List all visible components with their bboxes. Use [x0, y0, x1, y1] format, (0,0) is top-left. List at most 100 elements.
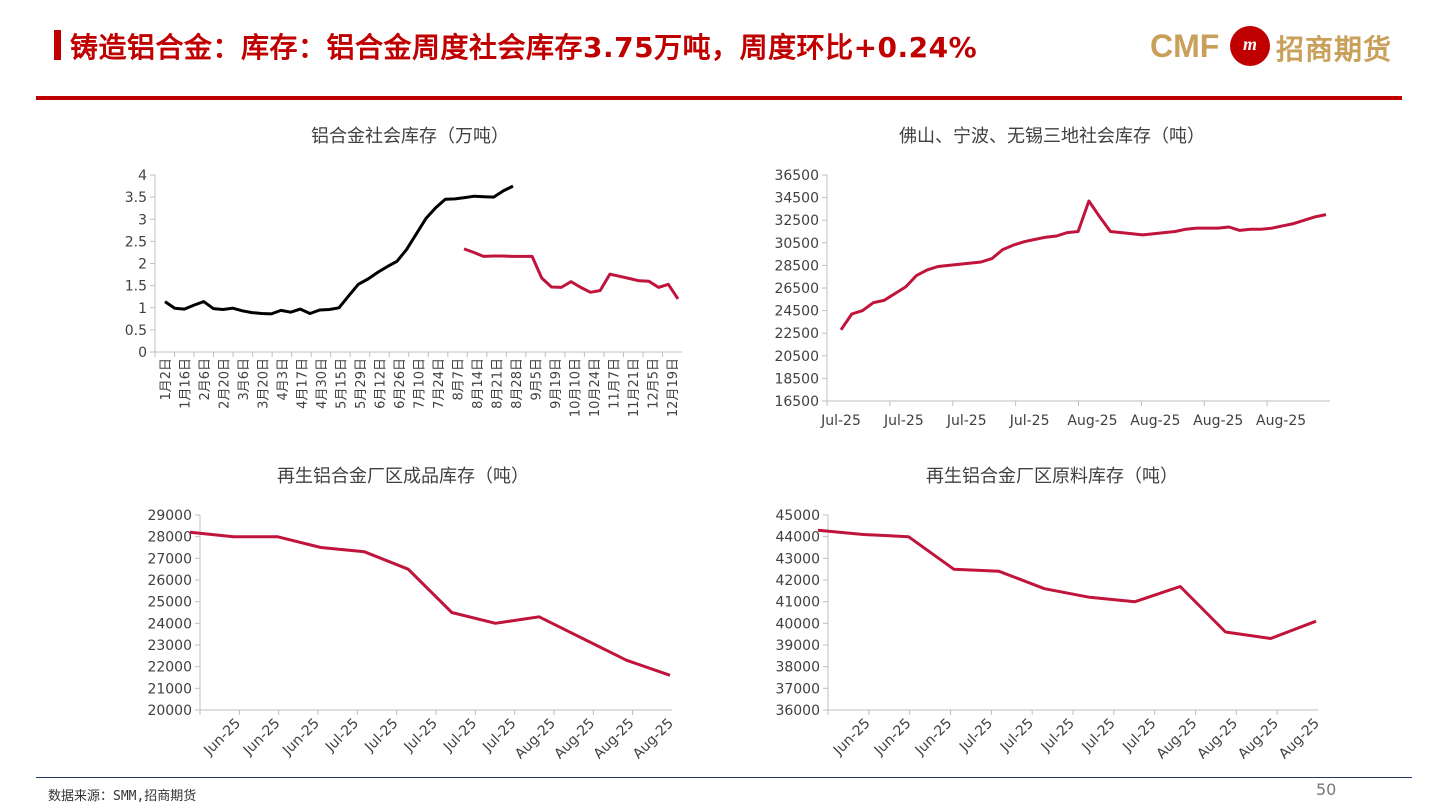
- y-tick-label: 4: [138, 168, 147, 184]
- y-tick-label: 22500: [774, 326, 819, 342]
- x-tick-label: Aug-25: [1130, 413, 1180, 429]
- x-tick-label: 3月6日: [237, 358, 252, 401]
- logo-company-name: 招商期货: [1276, 33, 1393, 66]
- x-tick-label: 10月24日: [588, 358, 603, 417]
- y-tick-label: 40000: [775, 616, 820, 632]
- x-tick-label: Aug-25: [1235, 716, 1282, 763]
- x-tick-label: 2月20日: [217, 358, 232, 409]
- logo-badge-icon: m: [1230, 26, 1270, 66]
- x-tick-label: Jul-25: [322, 716, 362, 756]
- x-tick-label: Jul-25: [820, 413, 861, 429]
- x-tick-label: Jun-25: [871, 716, 915, 760]
- y-tick-label: 45000: [775, 508, 820, 524]
- y-tick-label: 2.5: [125, 234, 147, 250]
- x-tick-label: Jul-25: [361, 716, 401, 756]
- x-tick-label: Aug-25: [630, 716, 677, 763]
- header-divider: [36, 96, 1402, 100]
- x-tick-label: 5月29日: [354, 358, 369, 409]
- x-tick-label: 4月17日: [295, 358, 310, 409]
- x-tick-label: 12月19日: [666, 358, 681, 417]
- x-tick-label: 4月3日: [276, 358, 291, 401]
- x-tick-label: 1月2日: [159, 358, 174, 401]
- series-line: [839, 199, 1327, 331]
- x-tick-label: Jul-25: [997, 716, 1037, 756]
- x-tick-label: 12月5日: [647, 358, 662, 409]
- x-tick-label: Aug-25: [1194, 716, 1241, 763]
- x-tick-label: 10月10日: [569, 358, 584, 417]
- x-tick-label: Jun-25: [912, 716, 956, 760]
- slide-title: 铸造铝合金：库存：铝合金周度社会库存3.75万吨，周度环比+0.24%: [70, 31, 978, 64]
- y-tick-label: 26500: [774, 281, 819, 297]
- y-tick-label: 16500: [774, 394, 819, 410]
- y-tick-label: 22000: [147, 660, 192, 676]
- x-tick-label: 7月24日: [432, 358, 447, 409]
- x-tick-label: 9月5日: [530, 358, 545, 401]
- x-tick-label: Jun-25: [240, 716, 284, 760]
- x-tick-label: Jun-25: [830, 716, 874, 760]
- chart-title: 再生铝合金厂区原料库存（吨）: [926, 466, 1178, 487]
- x-tick-label: 6月26日: [393, 358, 408, 409]
- y-tick-label: 34500: [774, 191, 819, 207]
- x-tick-label: 7月10日: [413, 358, 428, 409]
- title-accent-bar: [54, 30, 61, 60]
- x-tick-label: Jul-25: [883, 413, 924, 429]
- y-tick-label: 18500: [774, 371, 819, 387]
- y-tick-label: 36500: [774, 168, 819, 184]
- data-source: 数据来源：SMM,招商期货: [48, 789, 197, 804]
- series-line: [189, 530, 671, 677]
- chart-title: 铝合金社会库存（万吨）: [311, 126, 509, 147]
- y-tick-label: 44000: [775, 530, 820, 546]
- y-tick-label: 21000: [147, 681, 192, 697]
- x-tick-label: Jun-25: [279, 716, 323, 760]
- x-tick-label: 1月16日: [178, 358, 193, 409]
- x-tick-label: 4月30日: [315, 358, 330, 409]
- x-tick-label: Aug-25: [591, 716, 638, 763]
- y-tick-label: 24000: [147, 616, 192, 632]
- y-tick-label: 1: [138, 301, 147, 317]
- chart-title: 佛山、宁波、无锡三地社会库存（吨）: [899, 126, 1205, 147]
- x-tick-label: Aug-25: [1193, 413, 1243, 429]
- x-tick-label: Jul-25: [956, 716, 996, 756]
- x-tick-label: Aug-25: [1154, 716, 1201, 763]
- x-tick-label: Jun-25: [200, 716, 244, 760]
- y-tick-label: 26000: [147, 573, 192, 589]
- y-tick-label: 37000: [775, 681, 820, 697]
- y-tick-label: 32500: [774, 213, 819, 229]
- y-tick-label: 28000: [147, 530, 192, 546]
- series-line: [164, 184, 514, 316]
- footer-divider: [36, 777, 1412, 778]
- y-tick-label: 0.5: [125, 323, 147, 339]
- y-tick-label: 20000: [147, 703, 192, 719]
- chart-title: 再生铝合金厂区成品库存（吨）: [277, 466, 529, 487]
- y-tick-label: 43000: [775, 551, 820, 567]
- x-tick-label: 9月19日: [549, 358, 564, 409]
- x-tick-label: 2月6日: [198, 358, 213, 401]
- series-line: [463, 247, 680, 300]
- x-tick-label: Jul-25: [1038, 716, 1078, 756]
- x-tick-label: Aug-25: [1067, 413, 1117, 429]
- y-tick-label: 30500: [774, 236, 819, 252]
- y-tick-label: 20500: [774, 349, 819, 365]
- y-tick-label: 3.5: [125, 190, 147, 206]
- y-tick-label: 28500: [774, 258, 819, 274]
- logo-text: CMF: [1150, 28, 1220, 64]
- x-tick-label: Jul-25: [440, 716, 480, 756]
- y-tick-label: 38000: [775, 660, 820, 676]
- x-tick-label: 8月7日: [452, 358, 467, 401]
- x-tick-label: 6月12日: [373, 358, 388, 409]
- x-tick-label: 3月20日: [256, 358, 271, 409]
- y-tick-label: 0: [138, 345, 147, 361]
- y-tick-label: 29000: [147, 508, 192, 524]
- x-tick-label: Jul-25: [401, 716, 441, 756]
- x-tick-label: Jul-25: [1009, 413, 1050, 429]
- y-tick-label: 27000: [147, 551, 192, 567]
- x-tick-label: Jul-25: [1119, 716, 1159, 756]
- y-tick-label: 39000: [775, 638, 820, 654]
- x-tick-label: 11月7日: [608, 358, 623, 409]
- x-tick-label: 8月14日: [471, 358, 486, 409]
- page-number: 50: [1316, 780, 1337, 799]
- y-tick-label: 41000: [775, 595, 820, 611]
- x-tick-label: Jul-25: [946, 413, 987, 429]
- x-tick-label: Aug-25: [1276, 716, 1323, 763]
